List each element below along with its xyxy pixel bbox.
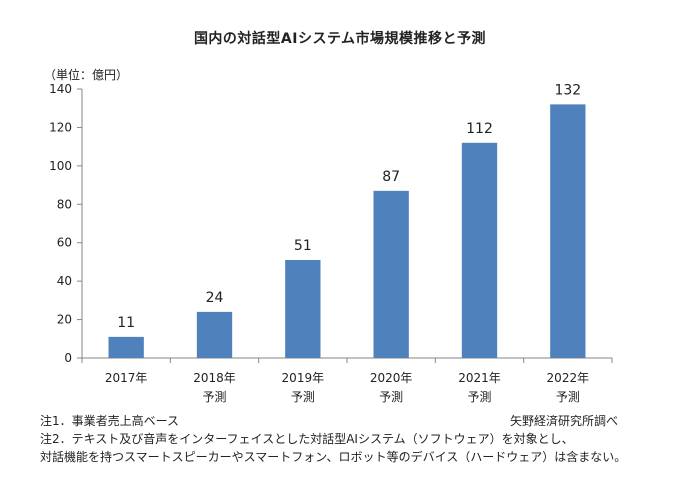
y-tick-label: 40 — [57, 274, 72, 288]
bar — [196, 311, 233, 358]
y-tick-label: 100 — [49, 159, 72, 173]
y-tick-label: 80 — [57, 197, 72, 211]
x-tick-label: 2022年 — [547, 371, 590, 385]
bar — [285, 260, 321, 358]
x-tick-label: 2020年 — [370, 371, 413, 385]
bar — [373, 190, 409, 358]
y-tick-label: 140 — [49, 82, 72, 96]
x-tick-sublabel: 予測 — [202, 390, 226, 404]
unit-label: （単位：億円） — [44, 68, 129, 82]
x-tick-sublabel: 予測 — [379, 390, 403, 404]
source-note: 矢野経済研究所調べ — [509, 414, 618, 428]
x-tick-label: 2019年 — [282, 371, 325, 385]
bar — [108, 336, 144, 358]
x-tick-sublabel: 予測 — [556, 390, 580, 404]
x-tick-sublabel: 予測 — [467, 390, 491, 404]
footnotes: 注1．事業者売上高ベース 注2．テキスト及び音声をインターフェイスとした対話型A… — [40, 412, 626, 466]
data-label: 87 — [382, 169, 400, 185]
chart-title: 国内の対話型AIシステム市場規模推移と予測 — [193, 31, 487, 47]
y-tick-label: 60 — [57, 236, 72, 250]
data-label: 11 — [117, 315, 135, 331]
y-tick-label: 0 — [64, 351, 72, 365]
y-tick-label: 20 — [57, 313, 72, 327]
data-label: 112 — [466, 121, 493, 137]
y-tick-label: 120 — [49, 120, 72, 134]
bar — [550, 104, 586, 358]
x-tick-sublabel: 予測 — [291, 390, 315, 404]
x-tick-label: 2021年 — [458, 371, 501, 385]
x-tick-label: 2017年 — [105, 371, 148, 385]
footnote-3: 対話機能を持つスマートスピーカーやスマートフォン、ロボット等のデバイス（ハードウ… — [40, 450, 627, 464]
footnote-1: 注1．事業者売上高ベース — [40, 414, 180, 428]
footnote-2: 注2．テキスト及び音声をインターフェイスとした対話型AIシステム（ソフトウェア）… — [40, 432, 574, 446]
bar — [461, 142, 498, 358]
data-label: 51 — [294, 238, 312, 254]
x-tick-label: 2018年 — [193, 371, 236, 385]
data-label: 132 — [554, 82, 581, 98]
data-label: 24 — [206, 290, 224, 306]
